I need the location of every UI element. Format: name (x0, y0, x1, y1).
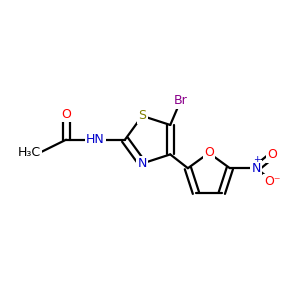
Text: O: O (61, 108, 71, 121)
Text: N: N (138, 157, 147, 170)
Text: Br: Br (174, 94, 188, 107)
Text: S: S (138, 110, 146, 122)
Text: +: + (253, 155, 261, 164)
Text: O: O (204, 146, 214, 159)
Text: O: O (268, 148, 278, 161)
Text: N: N (252, 162, 261, 175)
Text: HN: HN (86, 133, 105, 146)
Text: H₃C: H₃C (18, 146, 41, 159)
Text: O⁻: O⁻ (264, 175, 281, 188)
